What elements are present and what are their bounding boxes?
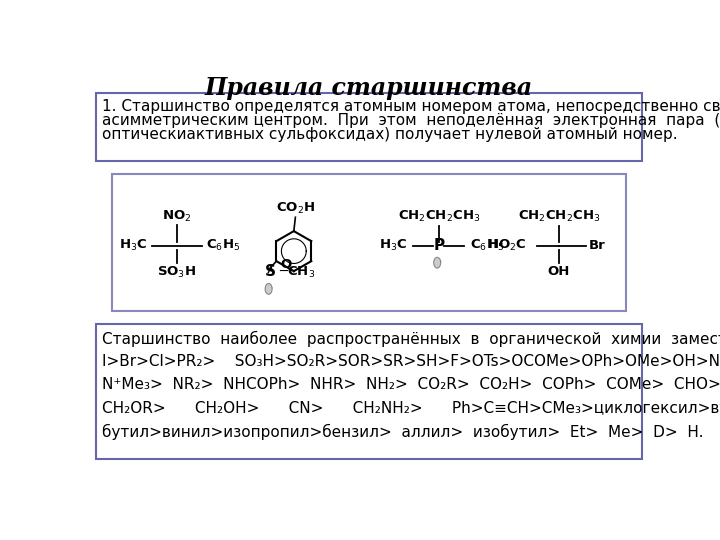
Text: C$_6$H$_5$: C$_6$H$_5$ [206,238,240,253]
FancyBboxPatch shape [112,174,626,311]
Ellipse shape [433,257,441,268]
FancyBboxPatch shape [96,93,642,161]
Text: C$_6$H$_5$: C$_6$H$_5$ [469,238,504,253]
Text: N⁺Me₃>  NR₂>  NHCOPh>  NHR>  NH₂>  CO₂R>  CO₂H>  COPh>  COMe>  CHO>: N⁺Me₃> NR₂> NHCOPh> NHR> NH₂> CO₂R> CO₂H… [102,377,720,393]
Text: CH$_2$CH$_2$CH$_3$: CH$_2$CH$_2$CH$_3$ [397,209,480,224]
Text: 1. Старшинство определятся атомным номером атома, непосредственно связанного с: 1. Старшинство определятся атомным номер… [102,99,720,114]
Text: CH₂OR>      CH₂OH>      CN>      CH₂NH₂>      Ph>C≡CH>CMe₃>циклогексил>втор-: CH₂OR> CH₂OH> CN> CH₂NH₂> Ph>C≡CH>CMe₃>ц… [102,401,720,415]
Text: I>Br>Cl>PR₂>    SO₃H>SO₂R>SOR>SR>SH>F>OTs>OCOMe>OPh>OMe>OH>NO₂>: I>Br>Cl>PR₂> SO₃H>SO₂R>SOR>SR>SH>F>OTs>O… [102,354,720,369]
Text: OH: OH [548,265,570,278]
Text: NO$_2$: NO$_2$ [162,209,192,224]
Text: SO$_3$H: SO$_3$H [157,265,197,280]
Text: S: S [265,265,276,279]
Text: CO$_2$H: CO$_2$H [276,201,315,215]
Text: H$_3$C: H$_3$C [379,238,408,253]
FancyBboxPatch shape [96,325,642,459]
Text: Правила старшинства: Правила старшинства [205,76,533,100]
Text: P: P [433,238,444,253]
Ellipse shape [265,284,272,294]
Text: Старшинство  наиболее  распространённых  в  органической  химии  заместителей:: Старшинство наиболее распространённых в … [102,331,720,347]
Text: оптическиактивных сульфоксидах) получает нулевой атомный номер.: оптическиактивных сульфоксидах) получает… [102,127,678,142]
Text: CH$_2$CH$_2$CH$_3$: CH$_2$CH$_2$CH$_3$ [518,209,600,224]
Text: O: O [280,258,292,271]
Text: Br: Br [588,239,605,252]
Text: H$_3$C: H$_3$C [119,238,148,253]
Text: HO$_2$C: HO$_2$C [487,238,526,253]
Text: асимметрическим центром.  При  этом  неподелённая  электронная  пара  (например,: асимметрическим центром. При этом неподе… [102,113,720,129]
Text: ─CH$_3$: ─CH$_3$ [279,265,315,280]
Text: бутил>винил>изопропил>бензил>  аллил>  изобутил>  Et>  Me>  D>  H.: бутил>винил>изопропил>бензил> аллил> изо… [102,423,703,440]
